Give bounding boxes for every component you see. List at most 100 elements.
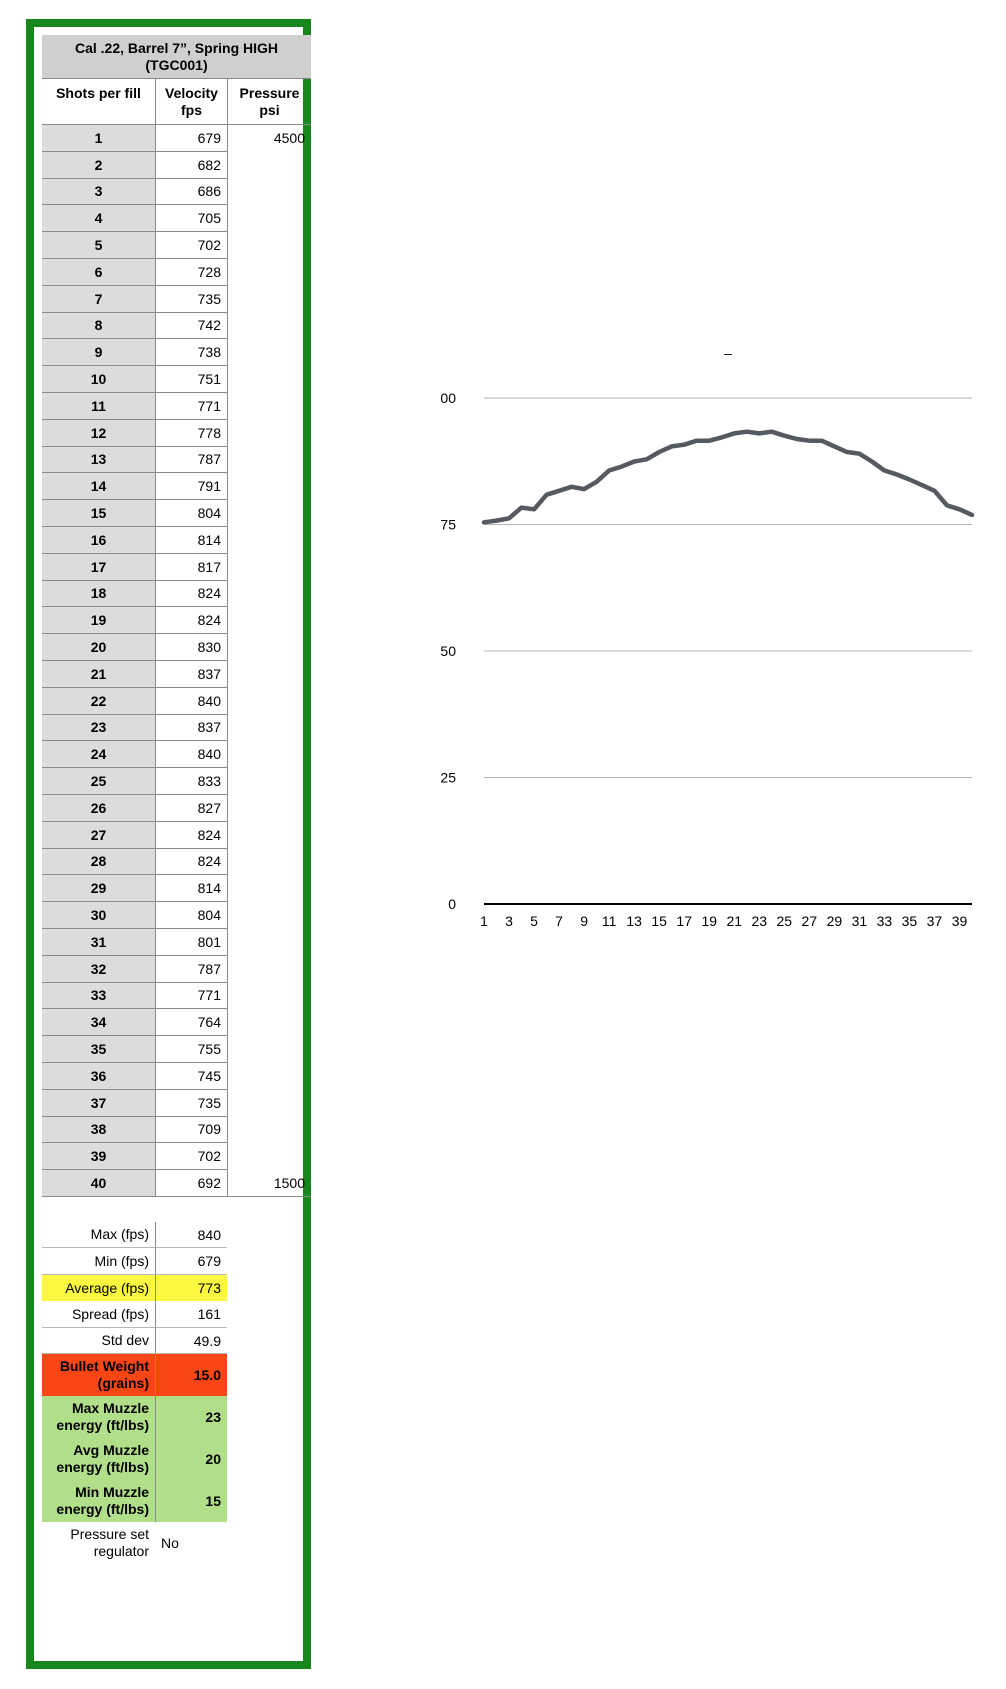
header-velocity: Velocity fps xyxy=(155,79,227,124)
pressure-value xyxy=(227,1089,311,1117)
table-row: 28 824 xyxy=(42,848,311,876)
x-tick-label: 13 xyxy=(626,913,642,929)
table-row: 30 804 xyxy=(42,902,311,929)
pressure-value xyxy=(227,473,311,501)
table-title-line2: (TGC001) xyxy=(145,56,208,73)
pressure-value xyxy=(227,741,311,769)
table-row: 19 824 xyxy=(42,607,311,635)
velocity-value: 742 xyxy=(155,312,227,340)
shot-number: 33 xyxy=(42,982,155,1010)
shot-number: 32 xyxy=(42,955,155,983)
table-row: 23 837 xyxy=(42,714,311,742)
table-row: 36 745 xyxy=(42,1063,311,1090)
table-row: 33 771 xyxy=(42,982,311,1010)
velocity-value: 840 xyxy=(155,741,227,769)
table-row: 17 817 xyxy=(42,553,311,581)
pressure-value xyxy=(227,929,311,956)
shot-number: 8 xyxy=(42,312,155,340)
pressure-value xyxy=(227,393,311,420)
header-velocity-line2: fps xyxy=(180,102,202,118)
shot-number: 14 xyxy=(42,473,155,501)
pressure-value xyxy=(227,902,311,929)
y-tick-label: 675 xyxy=(440,517,456,533)
stat-min: Min (fps) 679 xyxy=(42,1248,311,1275)
velocity-value: 827 xyxy=(155,795,227,822)
stat-std-dev-value: 49.9 xyxy=(155,1328,227,1354)
shot-number: 39 xyxy=(42,1143,155,1171)
stat-max: Max (fps) 840 xyxy=(42,1222,311,1248)
chart-title: – xyxy=(724,345,732,361)
shot-number: 29 xyxy=(42,875,155,903)
velocity-value: 771 xyxy=(155,393,227,420)
y-tick-label: 0 xyxy=(448,896,456,912)
shot-number: 18 xyxy=(42,580,155,608)
x-tick-label: 7 xyxy=(555,913,563,929)
velocity-value: 735 xyxy=(155,1089,227,1117)
shot-number: 4 xyxy=(42,205,155,233)
stat-pressure-regulator-value: No xyxy=(161,1535,179,1551)
stat-pressure-regulator-label-line: regulator xyxy=(93,1543,149,1559)
velocity-value: 778 xyxy=(155,419,227,447)
table-row: 38 709 xyxy=(42,1116,311,1144)
shot-number: 34 xyxy=(42,1009,155,1037)
table-row: 29 814 xyxy=(42,875,311,903)
stat-bullet-weight-label-line: (grains) xyxy=(97,1375,149,1391)
shot-number: 1 xyxy=(42,125,155,152)
x-tick-label: 3 xyxy=(505,913,513,929)
velocity-value: 745 xyxy=(155,1063,227,1090)
x-tick-label: 29 xyxy=(827,913,843,929)
shot-number: 6 xyxy=(42,259,155,286)
velocity-value: 830 xyxy=(155,634,227,661)
stat-average-value: 773 xyxy=(155,1275,227,1301)
velocity-value: 837 xyxy=(155,661,227,688)
stat-max-energy-value: 23 xyxy=(155,1396,227,1438)
table-title: Cal .22, Barrel 7”, Spring HIGH (TGC001) xyxy=(42,35,311,79)
shot-number: 35 xyxy=(42,1036,155,1063)
x-tick-label: 15 xyxy=(651,913,667,929)
stat-avg-energy-label-line: Avg Muzzle xyxy=(73,1442,149,1458)
table-row: 20 830 xyxy=(42,634,311,661)
table-title-line1: Cal .22, Barrel 7”, Spring HIGH xyxy=(74,39,279,56)
velocity-value: 755 xyxy=(155,1036,227,1063)
pressure-value xyxy=(227,1036,311,1063)
x-tick-label: 27 xyxy=(802,913,818,929)
velocity-value: 801 xyxy=(155,929,227,956)
table-row: 26 827 xyxy=(42,795,311,822)
table-row: 1 679 4500 xyxy=(42,125,311,152)
velocity-value: 791 xyxy=(155,473,227,501)
x-tick-label: 31 xyxy=(852,913,868,929)
pressure-value xyxy=(227,446,311,474)
shot-number: 19 xyxy=(42,607,155,635)
velocity-value: 686 xyxy=(155,178,227,206)
x-tick-label: 21 xyxy=(726,913,742,929)
stat-average: Average (fps) 773 xyxy=(42,1275,311,1301)
x-tick-label: 25 xyxy=(777,913,793,929)
velocity-value: 824 xyxy=(155,821,227,849)
stat-spread-label-line: Spread (fps) xyxy=(71,1305,149,1322)
table-row: 16 814 xyxy=(42,527,311,554)
velocity-value: 751 xyxy=(155,366,227,393)
pressure-value xyxy=(227,687,311,715)
stat-bullet-weight-value: 15.0 xyxy=(155,1354,227,1396)
pressure-value xyxy=(227,259,311,286)
velocity-value: 705 xyxy=(155,205,227,233)
pressure-value xyxy=(227,821,311,849)
pressure-value xyxy=(227,875,311,903)
shot-number: 2 xyxy=(42,151,155,179)
x-tick-label: 39 xyxy=(952,913,968,929)
velocity-value: 692 xyxy=(155,1170,227,1197)
table-row: 24 840 xyxy=(42,741,311,769)
shot-number: 22 xyxy=(42,687,155,715)
table-row: 7 735 xyxy=(42,285,311,313)
pressure-value xyxy=(227,205,311,233)
velocity-value: 764 xyxy=(155,1009,227,1037)
table-row: 22 840 xyxy=(42,687,311,715)
table-row: 5 702 xyxy=(42,232,311,259)
shot-number: 26 xyxy=(42,795,155,822)
stat-spread: Spread (fps) 161 xyxy=(42,1301,311,1328)
table-row: 32 787 xyxy=(42,955,311,983)
stat-min-value: 679 xyxy=(155,1248,227,1275)
shot-number: 10 xyxy=(42,366,155,393)
stat-min-energy-label-line: energy (ft/lbs) xyxy=(56,1501,149,1517)
pressure-value xyxy=(227,634,311,661)
